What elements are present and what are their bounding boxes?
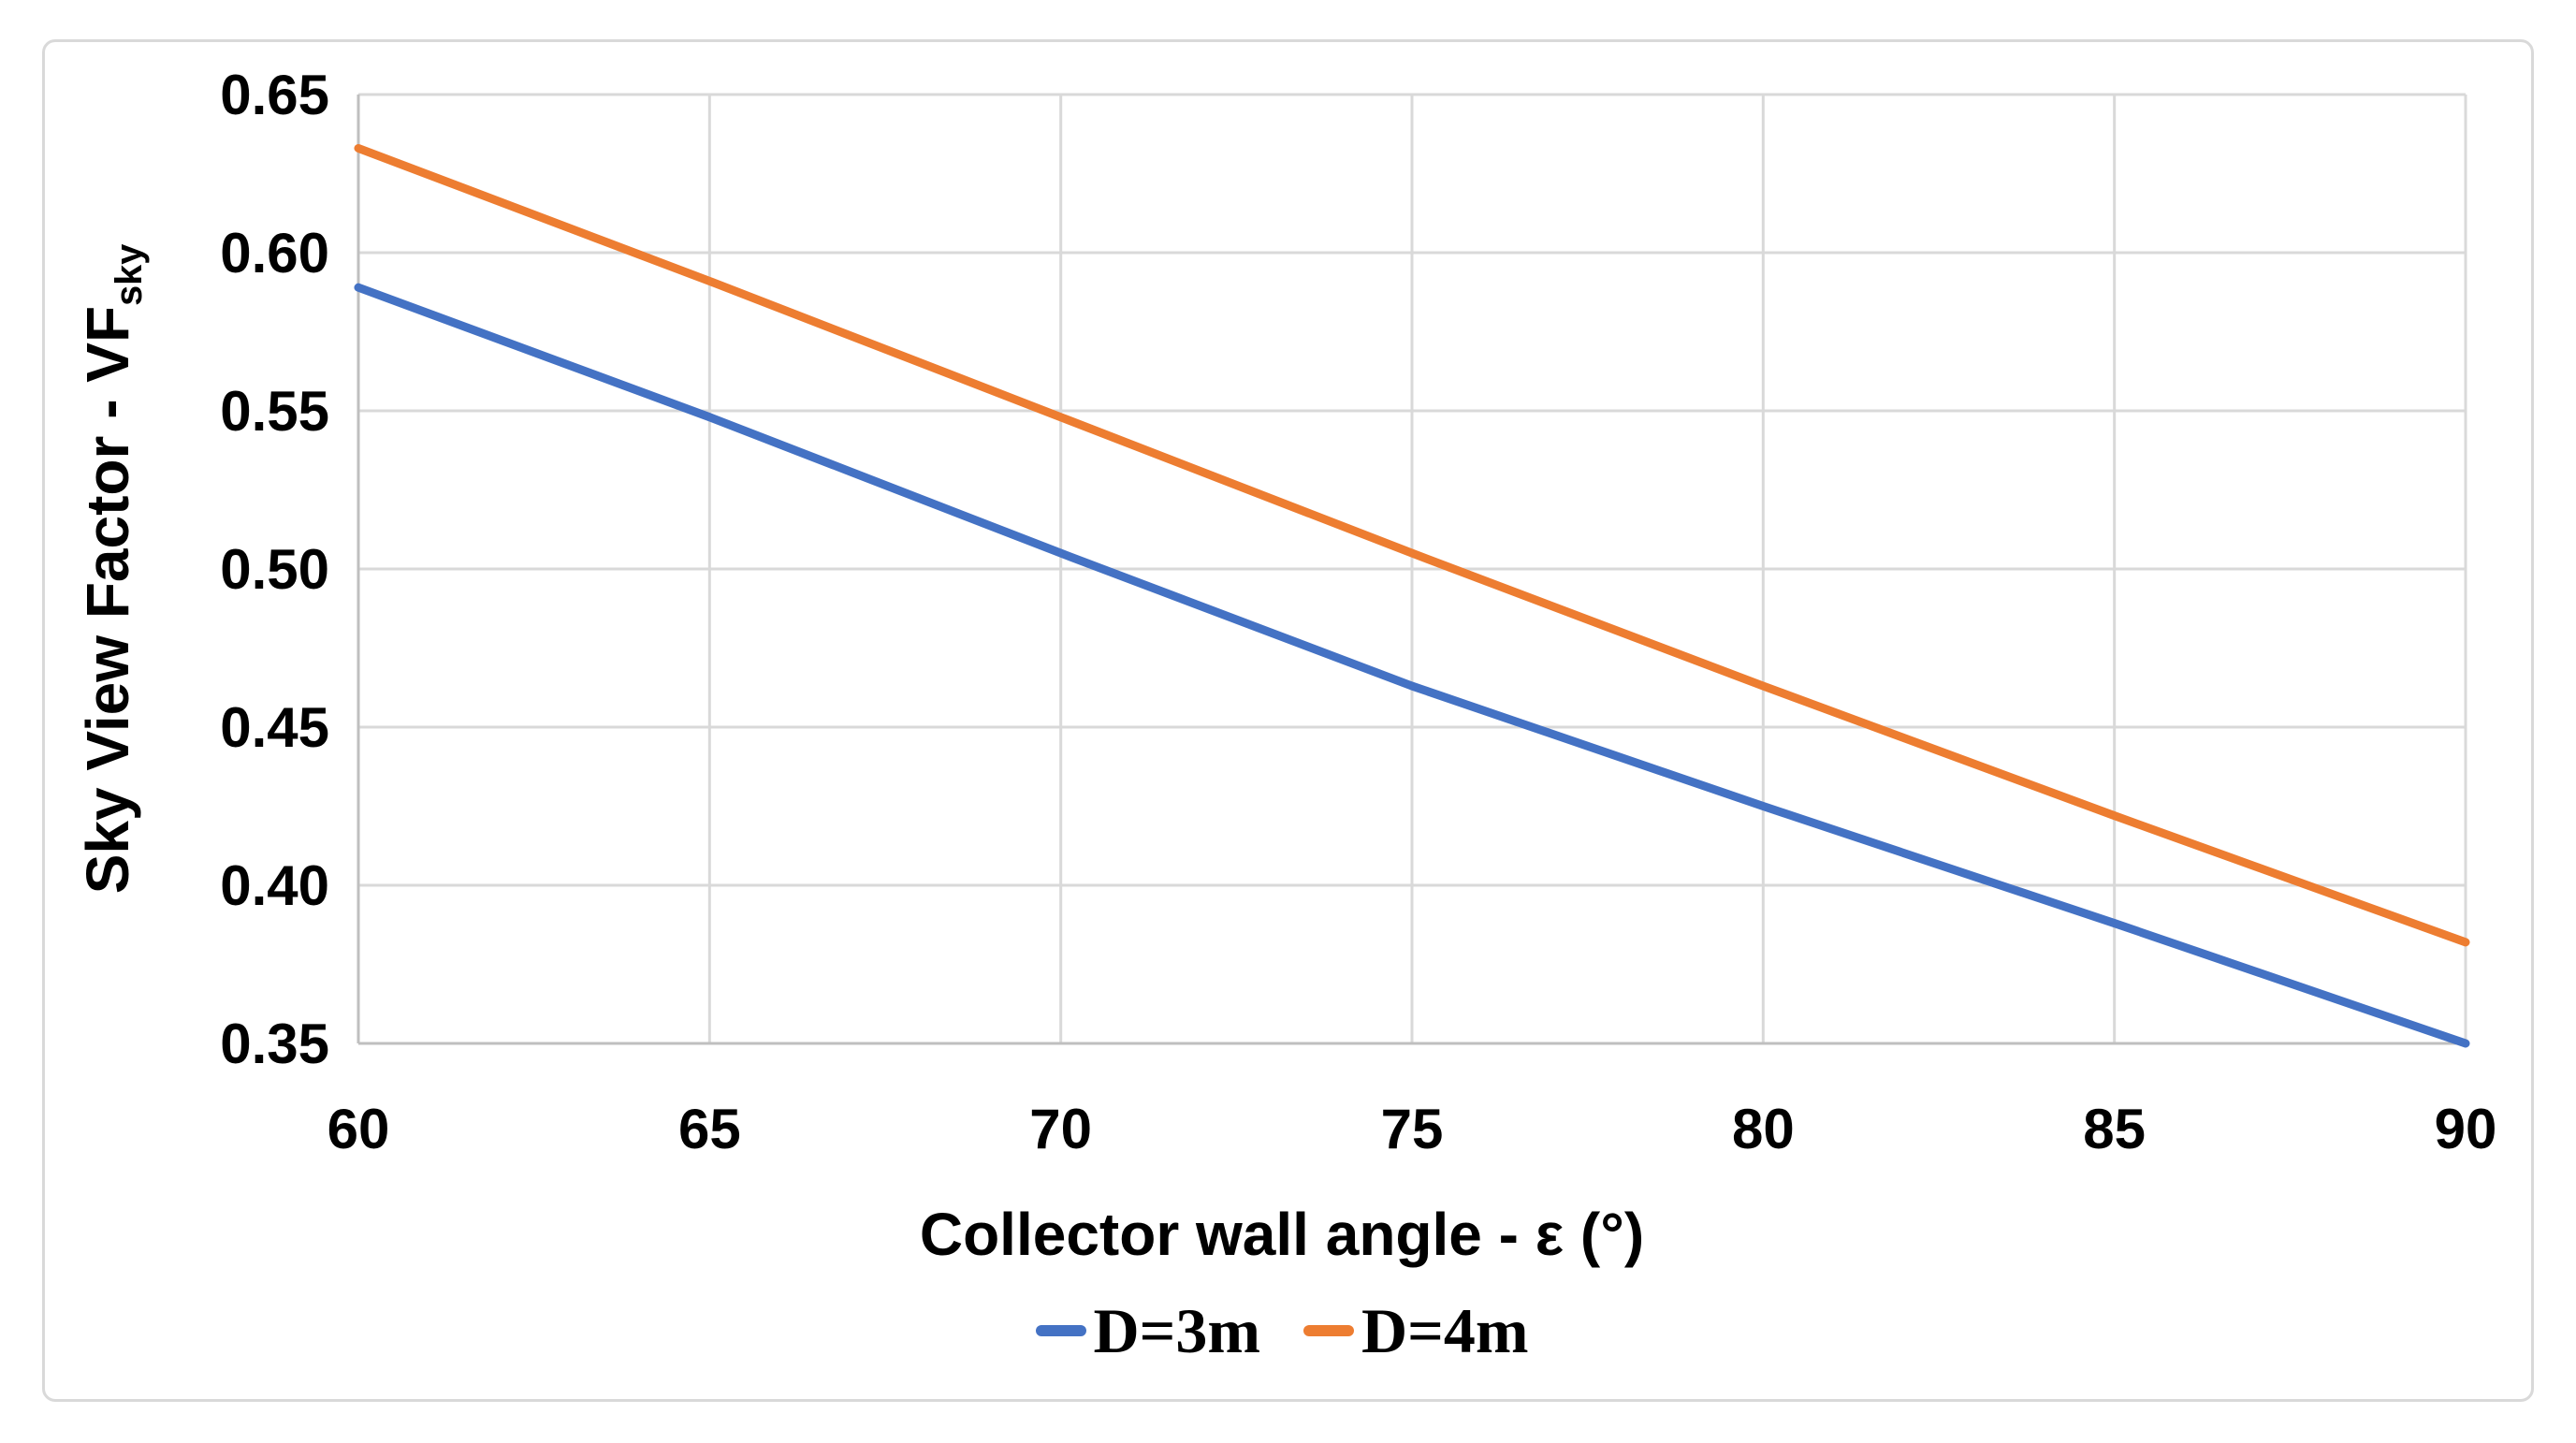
y-tick-label: 0.45 — [220, 696, 329, 759]
x-tick-label: 85 — [2083, 1098, 2146, 1160]
legend-label-d4m: D=4m — [1361, 1295, 1529, 1366]
y-tick-label: 0.60 — [220, 222, 329, 284]
legend-swatch-d4m-icon — [1303, 1325, 1354, 1336]
series-line-d3m — [354, 283, 2470, 1048]
y-tick-label: 0.55 — [220, 380, 329, 443]
y-axis-title: Sky View Factor - VFsky — [73, 244, 150, 895]
x-tick-label: 75 — [1381, 1098, 1444, 1160]
series-line-d4m — [354, 143, 2470, 947]
x-tick-label: 80 — [1732, 1098, 1795, 1160]
x-axis-title: Collector wall angle - ε (°) — [919, 1201, 1645, 1268]
legend: D=3m D=4m — [346, 1299, 2218, 1363]
legend-swatch-d3m-icon — [1035, 1325, 1086, 1336]
legend-label-d3m: D=3m — [1093, 1295, 1261, 1366]
x-tick-label: 60 — [327, 1098, 390, 1160]
x-tick-label: 70 — [1029, 1098, 1092, 1160]
x-tick-label: 65 — [678, 1098, 741, 1160]
y-tick-label: 0.65 — [220, 64, 329, 126]
legend-item-d4m: D=4m — [1303, 1299, 1529, 1363]
y-tick-label: 0.40 — [220, 854, 329, 917]
y-tick-label: 0.50 — [220, 538, 329, 601]
x-tick-label: 90 — [2435, 1098, 2497, 1160]
y-tick-label: 0.35 — [220, 1013, 329, 1075]
y-axis-title-text: Sky View Factor - VF — [74, 305, 141, 895]
legend-item-d3m: D=3m — [1035, 1295, 1261, 1366]
y-axis-title-subscript: sky — [108, 243, 150, 306]
chart-border — [42, 39, 2534, 1402]
